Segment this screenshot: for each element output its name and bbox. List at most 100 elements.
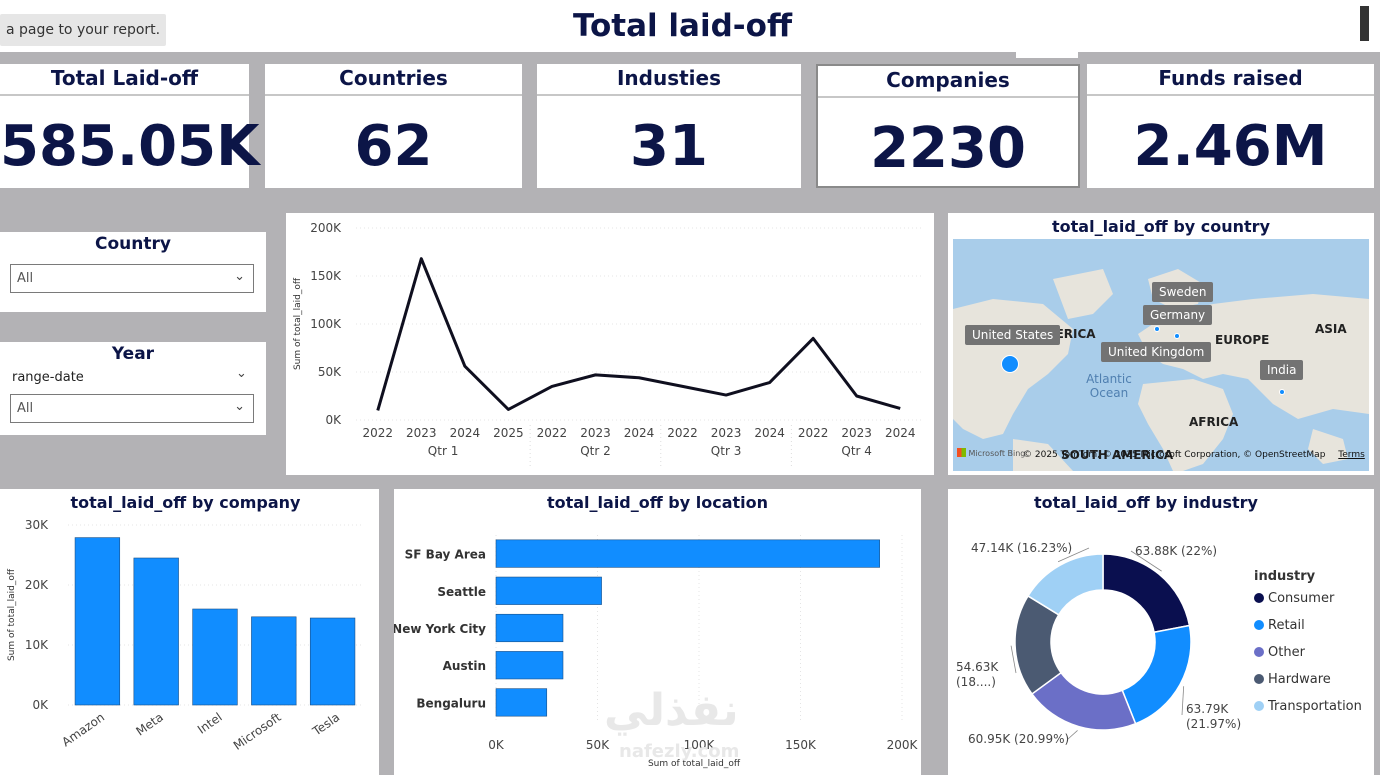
bar — [251, 616, 297, 706]
country-slicer[interactable]: Country All ⌄ — [0, 232, 266, 312]
map-tag: Germany — [1143, 305, 1213, 325]
bar — [309, 617, 356, 706]
year-dropdown-value: All — [17, 401, 34, 416]
y-tick-label: Seattle — [437, 585, 486, 599]
x-tick-label: 2024 — [624, 426, 655, 440]
x-tick-label: 2023 — [711, 426, 742, 440]
map-visual[interactable]: total_laid_off by country NORTH AMERICA … — [948, 213, 1374, 475]
x-tick-label: Intel — [195, 710, 225, 737]
leader-line — [1010, 645, 1017, 674]
quarter-label: Qtr 2 — [580, 444, 611, 458]
map-bubble-india[interactable] — [1279, 389, 1285, 395]
x-tick-label: 150K — [785, 738, 817, 752]
country-dropdown[interactable]: All ⌄ — [10, 264, 254, 293]
bar — [74, 537, 121, 706]
bar — [495, 613, 564, 643]
scrollbar[interactable] — [1360, 6, 1369, 41]
kpi-card-total-laid-off[interactable]: Total Laid-off 585.05K — [0, 64, 260, 188]
map-terms-link[interactable]: Terms — [1338, 450, 1365, 460]
map-tag: India — [1260, 360, 1304, 380]
slice-label: 63.79K — [1186, 702, 1229, 716]
bar — [133, 557, 179, 706]
location-chart-visual[interactable]: total_laid_off by location 0K 50K 100K 150K… — [392, 489, 921, 775]
map-title: total_laid_off by country — [1052, 217, 1270, 236]
bar — [495, 651, 564, 680]
x-tick-label: 2024 — [754, 426, 785, 440]
chevron-down-icon[interactable]: ⌄ — [234, 269, 245, 284]
bar — [495, 576, 602, 605]
slice-label: 54.63K — [956, 660, 999, 674]
map-canvas[interactable]: NORTH AMERICA EUROPE ASIA AFRICA SOUTH A… — [953, 239, 1369, 471]
legend-item[interactable]: Consumer — [1254, 591, 1334, 606]
kpi-value: 585.05K — [0, 114, 260, 179]
legend-item[interactable]: Retail — [1254, 618, 1305, 633]
legend-item[interactable]: Hardware — [1254, 672, 1331, 687]
kpi-divider — [1087, 94, 1374, 96]
y-tick-label: 0K — [32, 698, 49, 712]
x-tick-label: 2022 — [537, 426, 568, 440]
x-tick-label: 2023 — [841, 426, 872, 440]
x-tick-label: 0K — [488, 738, 505, 752]
line-chart: 0K 50K 100K 150K 200K Sum of total_laid_off 20… — [293, 221, 922, 468]
country-dropdown-value: All — [17, 271, 34, 286]
kpi-card-funds-raised[interactable]: Funds raised 2.46M — [1087, 64, 1374, 188]
company-chart-title: total_laid_off by company — [70, 493, 301, 512]
kpi-divider — [265, 94, 522, 96]
map-tag: United States — [965, 325, 1061, 345]
legend-dot-icon — [1254, 674, 1264, 684]
legend-label: Consumer — [1268, 591, 1335, 606]
x-tick-label: Amazon — [59, 710, 107, 749]
location-chart-title: total_laid_off by location — [546, 493, 769, 512]
continent-label: EUROPE — [1215, 333, 1270, 347]
kpi-card-countries[interactable]: Countries 62 — [265, 64, 522, 188]
x-tick-label: 2022 — [362, 426, 393, 440]
quarter-label: Qtr 1 — [428, 444, 459, 458]
y-axis-label: Sum of total_laid_off — [7, 568, 17, 661]
x-tick-label: 2025 — [493, 426, 524, 440]
page-title: Total laid-off — [572, 8, 793, 44]
x-tick-label: Microsoft — [231, 710, 284, 753]
kpi-divider — [818, 96, 1078, 98]
continent-label: SOUTH AMERICA — [1061, 448, 1174, 462]
x-tick-label: 2023 — [580, 426, 611, 440]
map-bubble-sweden[interactable] — [1154, 326, 1160, 332]
kpi-value: 2.46M — [1133, 114, 1328, 179]
x-tick-label: Meta — [133, 710, 165, 739]
y-tick-label: 150K — [310, 269, 342, 283]
x-tick-label: 2022 — [667, 426, 698, 440]
map-tag: United Kingdom — [1101, 342, 1212, 362]
legend-dot-icon — [1254, 647, 1264, 657]
slice-label: (18....) — [956, 675, 996, 689]
location-bar-chart: 0K 50K 100K 150K 200K Sum of total_laid_off SF… — [392, 535, 919, 769]
y-tick-label: SF Bay Area — [405, 548, 486, 562]
map-bubble-germany[interactable] — [1174, 333, 1180, 339]
year-dropdown[interactable]: All ⌄ — [10, 394, 254, 423]
legend-item[interactable]: Other — [1254, 645, 1305, 660]
x-axis-label: Sum of total_laid_off — [648, 759, 741, 769]
y-tick-label: 10K — [25, 638, 49, 652]
slice-label: 60.95K (20.99%) — [968, 732, 1069, 746]
ocean-label: Atlantic Ocean — [1086, 372, 1132, 400]
x-tick-label: Tesla — [309, 710, 342, 739]
y-tick-label: New York City — [394, 622, 486, 636]
map-bubble-united-states[interactable] — [1001, 355, 1019, 373]
legend-dot-icon — [1254, 701, 1264, 711]
industry-chart-visual[interactable]: total_laid_off by industry 63.88K (22%) 6… — [948, 489, 1374, 775]
legend-item[interactable]: Transportation — [1254, 699, 1362, 714]
line-chart-visual[interactable]: 0K 50K 100K 150K 200K Sum of total_laid_off 20… — [286, 213, 934, 475]
kpi-label: Funds raised — [1158, 66, 1303, 90]
kpi-card-industries[interactable]: Industies 31 — [537, 64, 801, 188]
continent-label: AFRICA — [1189, 415, 1239, 429]
kpi-value: 31 — [630, 114, 708, 179]
kpi-card-companies[interactable]: Companies 2230 — [816, 64, 1080, 188]
legend-label: Hardware — [1268, 672, 1331, 687]
year-slicer[interactable]: Year range-date ⌄ All ⌄ — [0, 342, 266, 435]
chevron-down-icon[interactable]: ⌄ — [234, 399, 245, 414]
company-chart-visual[interactable]: total_laid_off by company 0K 10K 20K 30K Sum… — [0, 489, 379, 775]
x-tick-label: 2022 — [798, 426, 829, 440]
x-tick-label: 2024 — [885, 426, 916, 440]
y-tick-label: 30K — [25, 518, 49, 532]
x-tick-label: 2024 — [450, 426, 481, 440]
chevron-down-icon[interactable]: ⌄ — [236, 366, 247, 381]
y-tick-label: Austin — [443, 659, 486, 673]
